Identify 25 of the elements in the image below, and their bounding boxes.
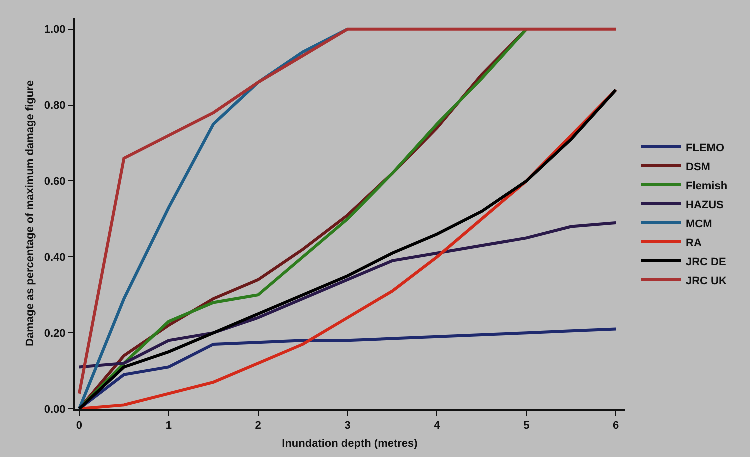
y-tick-label: 0.20 (44, 328, 66, 340)
legend-label: HAZUS (686, 199, 724, 212)
x-axis-title: Inundation depth (metres) (282, 438, 418, 450)
legend-label: Flemish (686, 180, 728, 192)
legend-label: FLEMO (686, 142, 725, 154)
x-tick-label: 3 (344, 420, 351, 432)
line-series (78, 28, 618, 396)
y-tick-label: 0.00 (44, 404, 66, 416)
y-tick-label: 1.00 (44, 24, 66, 36)
x-tick-label: 1 (166, 420, 172, 432)
y-tick-label: 0.60 (44, 176, 66, 188)
x-tick-label: 6 (612, 420, 620, 432)
legend-label: MCM (686, 218, 712, 230)
y-axis-title: Damage as percentage of maximum damage figure (24, 80, 37, 346)
legend-label: RA (686, 237, 702, 250)
y-tick-label: 0.40 (44, 252, 66, 264)
x-tick-label: 0 (76, 420, 83, 432)
legend-label: JRC DE (686, 256, 726, 268)
line-series (78, 221, 618, 369)
y-tick-label: 0.80 (44, 100, 66, 112)
x-tick-label: 4 (434, 420, 442, 432)
x-tick-label: 5 (524, 420, 530, 432)
x-tick-label: 2 (255, 420, 262, 432)
legend-label: JRC UK (686, 275, 728, 288)
legend-label: DSM (686, 161, 710, 174)
